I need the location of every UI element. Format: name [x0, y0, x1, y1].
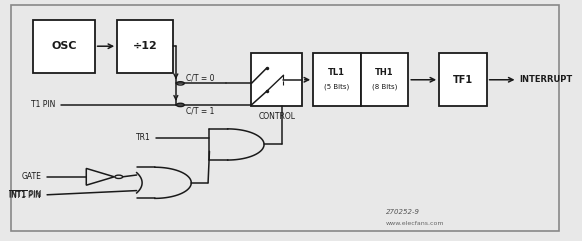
Text: (5 Bits): (5 Bits)	[324, 83, 349, 90]
Bar	[33, 20, 95, 73]
Text: TR1: TR1	[136, 133, 151, 142]
Text: www.elecfans.com: www.elecfans.com	[386, 221, 444, 226]
Text: INTERRUPT: INTERRUPT	[519, 75, 572, 84]
Bar	[117, 20, 173, 73]
Bar	[313, 54, 361, 106]
Text: ÷12: ÷12	[133, 41, 158, 51]
Text: INT1 PIN: INT1 PIN	[9, 190, 41, 199]
Text: TF1: TF1	[453, 75, 473, 85]
Text: CONTROL: CONTROL	[258, 112, 295, 121]
Text: C/T = 0: C/T = 0	[186, 73, 214, 82]
Bar	[251, 54, 302, 106]
Text: OSC: OSC	[51, 41, 77, 51]
Bar	[361, 54, 408, 106]
Bar	[439, 54, 487, 106]
Text: TL1: TL1	[328, 68, 345, 77]
Text: GATE: GATE	[22, 172, 41, 181]
Text: (8 Bits): (8 Bits)	[372, 83, 397, 90]
Text: T1 PIN: T1 PIN	[31, 100, 55, 109]
Text: C/T = 1: C/T = 1	[186, 106, 214, 115]
Text: TH1: TH1	[375, 68, 394, 77]
Text: 270252-9: 270252-9	[386, 208, 420, 214]
Text: $\overline{\rm INT1}$ PIN: $\overline{\rm INT1}$ PIN	[8, 188, 41, 201]
